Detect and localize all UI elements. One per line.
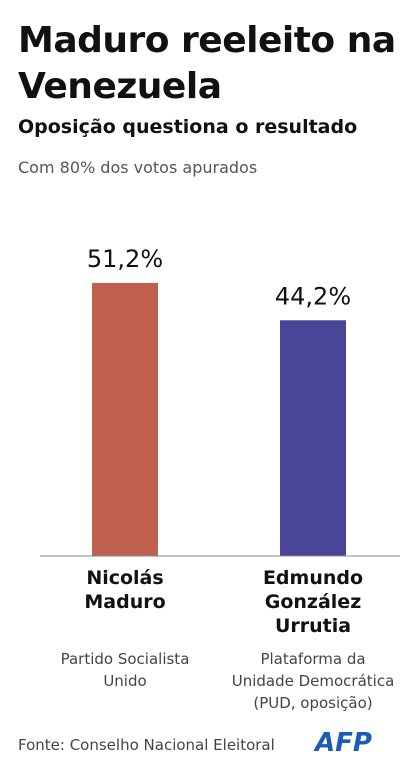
chart-note: Com 80% dos votos apurados — [18, 158, 258, 177]
category-note: Plataforma da Unidade Democrática (PUD, … — [231, 650, 395, 712]
bar — [280, 320, 346, 556]
logo: AFP — [315, 728, 372, 758]
category-label: Edmundo González Urrutia — [262, 567, 364, 637]
category-label: Nicolás Maduro — [84, 567, 166, 613]
source: Fonte: Conselho Nacional Eleitoral — [18, 736, 275, 754]
bar — [92, 282, 158, 556]
value-label: 44,2% — [275, 282, 351, 310]
chart-subtitle: Oposição questiona o resultado — [18, 116, 358, 138]
value-label: 51,2% — [87, 245, 163, 273]
chart-title: Maduro reeleito na Venezuela — [18, 20, 396, 107]
category-note: Partido Socialista Unido — [60, 650, 190, 690]
